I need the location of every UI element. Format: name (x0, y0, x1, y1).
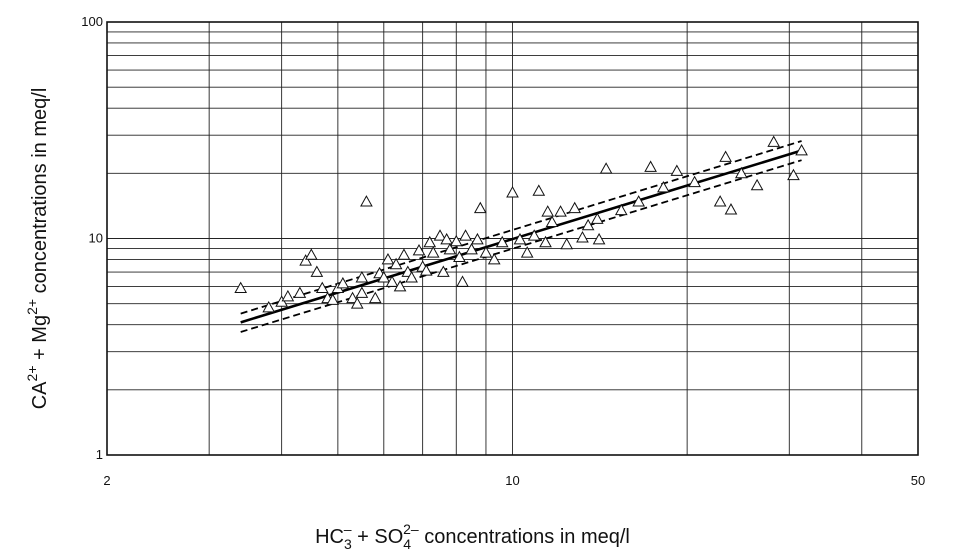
data-point (471, 232, 484, 245)
y-tick-label: 10 (89, 231, 103, 246)
tick-labels: 2 10 50 1 10 100 (81, 14, 925, 488)
data-point (495, 235, 509, 248)
data-point (657, 180, 670, 193)
y-axis-label: CA2+ + Mg2+ concentrations in meq/l (24, 88, 51, 410)
data-point (532, 184, 546, 196)
data-point (787, 168, 800, 181)
confidence-band-line (240, 140, 802, 315)
data-point (465, 242, 478, 255)
data-point (750, 178, 764, 191)
data-point (355, 286, 369, 298)
data-point (539, 235, 552, 248)
data-point (545, 215, 559, 228)
data-point (724, 203, 738, 215)
data-point (513, 232, 527, 245)
data-point (426, 246, 440, 258)
data-point (670, 164, 684, 176)
x-tick-label: 50 (911, 473, 925, 488)
data-point (419, 264, 433, 276)
data-point (456, 275, 469, 287)
data-point (520, 246, 534, 258)
data-points (234, 135, 808, 313)
data-point (795, 143, 808, 156)
data-point (381, 252, 395, 265)
x-tick-label: 10 (505, 473, 519, 488)
data-point (632, 195, 646, 207)
data-point (405, 271, 418, 283)
data-point (360, 195, 373, 207)
data-point (397, 248, 411, 260)
data-point (368, 291, 382, 304)
data-point (581, 218, 595, 231)
data-point (293, 286, 307, 298)
data-point (315, 281, 329, 294)
data-point (440, 232, 453, 245)
data-point (385, 275, 399, 287)
data-point (576, 231, 589, 243)
data-point (473, 201, 487, 214)
data-point (304, 248, 318, 260)
data-point (527, 229, 541, 241)
data-point (393, 280, 407, 292)
data-point (423, 235, 437, 248)
y-tick-label: 1 (96, 447, 103, 462)
data-point (459, 229, 472, 241)
data-point (599, 162, 613, 174)
confidence-band-line (240, 159, 802, 333)
data-point (560, 237, 574, 250)
data-point (568, 201, 582, 214)
data-point (299, 254, 313, 266)
data-point (234, 281, 248, 294)
data-point (449, 234, 463, 247)
data-point (713, 195, 727, 207)
data-point (355, 271, 369, 283)
data-point (389, 257, 403, 270)
data-point (554, 205, 567, 217)
plot-frame (106, 21, 919, 456)
data-point (479, 246, 493, 258)
data-point (719, 150, 732, 162)
data-point (734, 166, 748, 179)
data-point (688, 175, 701, 188)
data-point (453, 250, 466, 263)
data-point (506, 186, 519, 198)
x-tick-label: 2 (103, 473, 110, 488)
data-point (614, 203, 628, 216)
data-point (310, 265, 324, 277)
data-point (541, 205, 555, 217)
data-point (350, 297, 364, 309)
data-point (590, 212, 604, 224)
data-point (487, 252, 501, 265)
data-point (443, 242, 457, 255)
data-point (644, 160, 657, 172)
data-point (592, 232, 606, 245)
y-tick-label: 100 (81, 14, 103, 29)
data-point (437, 265, 450, 277)
data-point (433, 229, 447, 241)
data-point (346, 291, 359, 304)
data-point (336, 276, 350, 289)
data-point (377, 271, 391, 283)
data-point (326, 293, 340, 305)
data-point (767, 135, 781, 147)
data-point (412, 243, 426, 256)
x-axis-label: HC3– + SO42– concentrations in meq/l (315, 521, 630, 552)
data-point (262, 300, 276, 313)
data-point (281, 289, 295, 302)
